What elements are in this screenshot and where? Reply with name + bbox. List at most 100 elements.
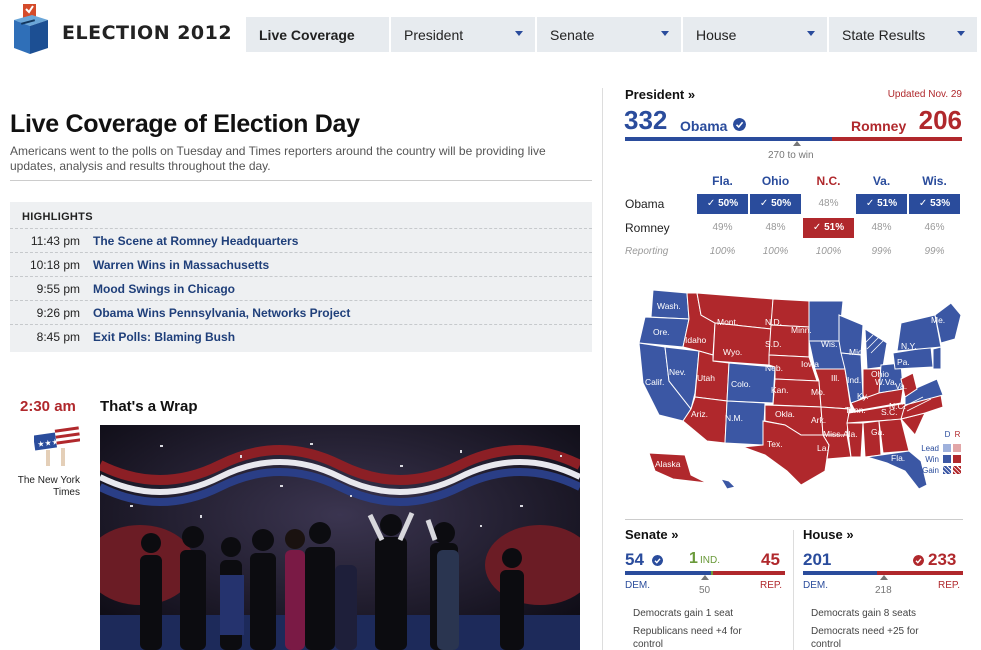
winner-check-icon: [652, 555, 663, 566]
romney-pct-fla: 49%: [712, 222, 733, 233]
winner-check-icon: [733, 118, 746, 131]
reporting-label: Reporting: [625, 246, 669, 257]
president-heading-link[interactable]: President »: [625, 87, 696, 102]
map-label: Ind.: [847, 375, 861, 385]
map-label: Va.: [895, 381, 907, 391]
map-label: S.D.: [765, 339, 782, 349]
ballot-box-logo-icon[interactable]: [12, 4, 50, 54]
highlight-link[interactable]: Exit Polls: Blaming Bush: [93, 330, 236, 344]
state-hawaii: [719, 478, 736, 490]
chevron-down-icon: [957, 31, 965, 36]
map-label: Miss.: [823, 429, 843, 439]
tab-live-coverage[interactable]: Live Coverage: [246, 17, 391, 52]
obama-pct-ohio: ✓ 50%: [750, 194, 801, 214]
house-threshold: 218: [875, 585, 892, 596]
threshold-marker: [701, 575, 709, 580]
map-label: Wash.: [657, 301, 681, 311]
tab-label: Senate: [550, 26, 595, 43]
state-header-wis[interactable]: Wis.: [922, 174, 947, 188]
romney-vote-bar: [832, 137, 962, 141]
reporting-ohio: 100%: [762, 246, 789, 257]
electoral-map[interactable]: Wash. Ore. Calif. Nev. Idaho Mont. Wyo. …: [625, 285, 965, 490]
tab-president[interactable]: President: [391, 17, 537, 52]
tab-label: Live Coverage: [259, 26, 355, 43]
senate-ind-bar: [711, 571, 713, 575]
chevron-down-icon: [515, 31, 523, 36]
highlight-link[interactable]: The Scene at Romney Headquarters: [93, 234, 299, 248]
state-alaska: [648, 452, 708, 484]
house-heading-link[interactable]: House »: [803, 527, 854, 542]
map-label: Ky.: [857, 391, 869, 401]
tab-state-results[interactable]: State Results: [829, 17, 977, 52]
obama-pct-va: ✓ 51%: [856, 194, 907, 214]
post-photo[interactable]: [100, 425, 580, 650]
state-wva: [900, 372, 918, 398]
senate-heading-link[interactable]: Senate »: [625, 527, 679, 542]
house-rep-label: REP.: [938, 580, 961, 591]
to-win-label: 270 to win: [768, 150, 814, 161]
map-label: Utah: [697, 373, 715, 383]
map-label: Iowa: [801, 359, 819, 369]
map-label: W.Va.: [875, 377, 897, 387]
legend-lead: Lead: [921, 444, 939, 453]
legend-swatch: [953, 466, 961, 474]
state-header-ohio[interactable]: Ohio: [761, 174, 790, 188]
post-source-line: Times: [53, 487, 80, 498]
legend-win: Win: [925, 455, 939, 464]
reporting-nc: 100%: [815, 246, 842, 257]
house-dem-seats: 201: [803, 550, 832, 569]
brand-title[interactable]: ELECTION 2012: [62, 22, 233, 44]
highlights-box: HIGHLIGHTS 11:43 pm The Scene at Romney …: [10, 202, 592, 352]
state-nj: [932, 346, 942, 370]
nav-tabs: Live Coverage President Senate House Sta…: [246, 17, 977, 52]
obama-row-label: Obama: [625, 197, 665, 211]
highlight-item: 10:18 pm Warren Wins in Massachusetts: [10, 252, 592, 276]
map-label: La.: [817, 443, 829, 453]
map-label: Wyo.: [723, 347, 742, 357]
legend-swatch: [943, 444, 951, 452]
post-source: The New York Times: [6, 475, 80, 499]
map-label: Ore.: [653, 327, 670, 337]
map-label: Tenn.: [845, 405, 866, 415]
map-label: Me.: [931, 315, 945, 325]
tab-house[interactable]: House: [683, 17, 829, 52]
reporting-wis: 99%: [924, 246, 945, 257]
tab-senate[interactable]: Senate: [537, 17, 683, 52]
state-header-va[interactable]: Va.: [872, 174, 891, 188]
post-title[interactable]: That's a Wrap: [100, 398, 198, 415]
romney-pct-va: 48%: [871, 222, 892, 233]
map-label: N.Y.: [901, 341, 916, 351]
legend-swatch: [943, 466, 951, 474]
threshold-marker: [793, 141, 801, 146]
highlight-link[interactable]: Obama Wins Pennsylvania, Networks Projec…: [93, 306, 351, 320]
romney-row-label: Romney: [625, 221, 670, 235]
highlight-link[interactable]: Mood Swings in Chicago: [93, 282, 235, 296]
senate-ind-label: IND.: [700, 555, 720, 566]
map-label: Ohio: [871, 369, 889, 379]
chevron-down-icon: [807, 31, 815, 36]
state-header-nc[interactable]: N.C.: [816, 174, 841, 188]
house-rep-bar: [877, 571, 963, 575]
senate-ind-seats: 1: [689, 550, 698, 567]
pct-value: 50%: [718, 198, 739, 209]
map-label: S.C.: [881, 407, 898, 417]
map-label: Kan.: [771, 385, 789, 395]
state-miss: [846, 422, 864, 458]
flag-sign-icon: ★★★: [34, 426, 80, 466]
map-label: Okla.: [775, 409, 795, 419]
pct-value: 51%: [877, 198, 898, 209]
state-wyo: [712, 322, 772, 366]
state-header-fla[interactable]: Fla.: [712, 174, 733, 188]
state-tex: [742, 420, 830, 486]
house-dem-bar: [803, 571, 877, 575]
highlight-time: 9:26 pm: [36, 306, 80, 320]
highlight-time: 10:18 pm: [29, 258, 80, 272]
map-label: Alaska: [655, 459, 681, 469]
map-label: Wis.: [821, 339, 838, 349]
legend-swatch: [953, 444, 961, 452]
post-time: 2:30 am: [20, 398, 76, 415]
romney-pct-ohio: 48%: [765, 222, 786, 233]
map-label: Tex.: [767, 439, 783, 449]
tab-label: President: [404, 26, 464, 43]
highlight-link[interactable]: Warren Wins in Massachusetts: [93, 258, 270, 272]
